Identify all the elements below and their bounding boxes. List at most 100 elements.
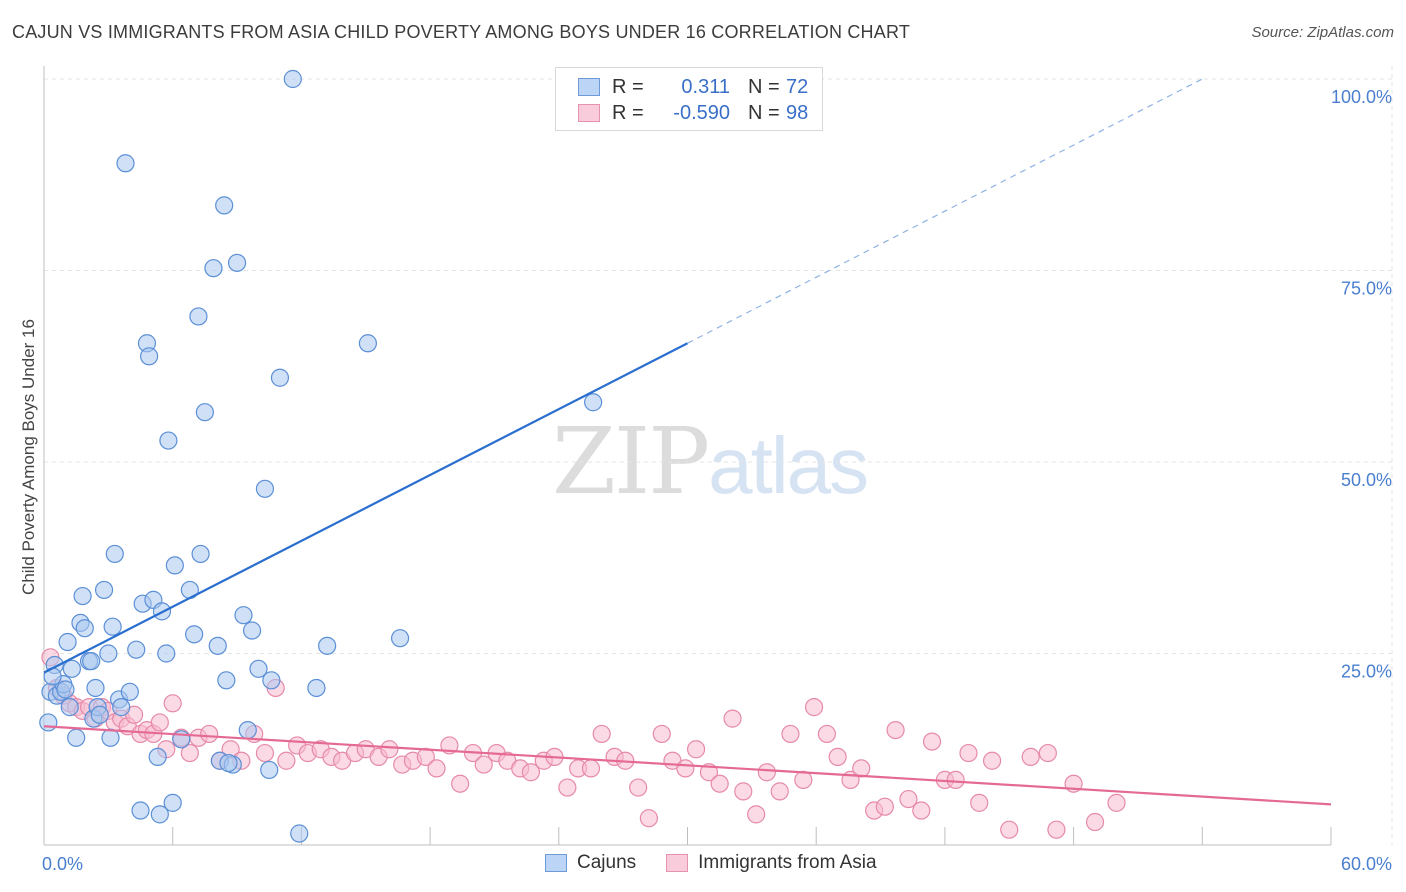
legend-label-cajuns: Cajuns (577, 852, 637, 873)
cajun-point (120, 682, 139, 701)
cajun-point (390, 629, 410, 648)
asia-point (959, 743, 978, 763)
stats-row-asia: R = -0.590 N = 98 (578, 100, 808, 126)
cajun-point (86, 678, 105, 698)
cajun-point (82, 652, 101, 671)
cajun-point (318, 636, 337, 655)
cajun-point (242, 621, 262, 640)
cajun-point (185, 625, 204, 644)
r-value: 0.311 (681, 75, 730, 98)
asia-point (794, 770, 813, 789)
cajun-point (159, 431, 178, 450)
cajun-point (101, 728, 120, 747)
asia-point (255, 743, 275, 763)
cajun-point (189, 307, 208, 326)
r-value: -0.590 (673, 101, 730, 124)
trend-line-asia (43, 725, 1332, 806)
asia-point (1107, 793, 1126, 812)
r-label: R = (612, 101, 644, 124)
cajun-point (90, 705, 109, 724)
legend-label-asia: Immigrants from Asia (698, 852, 877, 873)
watermark-atlas: atlas (708, 421, 869, 510)
asia-point (474, 755, 493, 774)
legend-swatch-asia (666, 854, 689, 872)
cajun-point (215, 196, 234, 215)
asia-point (852, 759, 871, 778)
asia-point (781, 724, 800, 744)
cajun-point (75, 619, 94, 638)
chart-title: CAJUN VS IMMIGRANTS FROM ASIA CHILD POVE… (12, 22, 911, 42)
trend-extension-cajuns (687, 78, 1203, 344)
asia-point (629, 778, 648, 797)
asia-point (770, 782, 789, 801)
y-tick-label: 25.0% (1341, 662, 1392, 682)
asia-point (639, 809, 658, 828)
stats-legend: R = 0.311 N = 72 R = -0.590 N = 98 (555, 67, 823, 131)
series-legend: Cajuns Immigrants from Asia (545, 852, 907, 874)
trend-line-cajuns (43, 342, 689, 674)
cajun-point (234, 606, 253, 625)
asia-point (723, 709, 742, 728)
asia-point (581, 759, 601, 778)
asia-point (899, 789, 918, 809)
n-value: 72 (786, 75, 809, 98)
cajun-point (204, 259, 223, 278)
asia-point (922, 732, 942, 751)
stats-row-cajuns: R = 0.311 N = 72 (578, 74, 808, 100)
asia-point (1047, 820, 1066, 839)
asia-point (676, 759, 695, 778)
asia-point (200, 724, 219, 744)
cajun-point (62, 659, 81, 678)
x-tick-label: 0.0% (42, 854, 83, 874)
source-note: Source: ZipAtlas.com (1251, 24, 1394, 41)
asia-point (757, 763, 776, 782)
asia-point (734, 782, 753, 801)
swatch-asia (578, 104, 600, 122)
swatch-cajuns (578, 78, 600, 96)
cajun-point (255, 479, 275, 498)
asia-point (451, 774, 470, 793)
legend-swatch-cajuns (545, 854, 567, 872)
x-tick-label: 60.0% (1341, 854, 1392, 874)
cajun-point (262, 671, 281, 690)
asia-point (946, 770, 965, 789)
cajun-point (58, 632, 77, 652)
cajun-point (150, 805, 169, 824)
cajun-point (195, 403, 214, 422)
cajun-point (270, 368, 290, 387)
asia-point (982, 751, 1002, 770)
n-label: N = (748, 101, 780, 124)
cajun-point (67, 728, 86, 747)
asia-point (1021, 747, 1040, 767)
asia-point (380, 740, 399, 759)
cajun-point (163, 793, 182, 812)
tick-labels: 25.0% 50.0% 75.0% 100.0% 0.0% 60.0% (42, 87, 1392, 874)
y-tick-label: 75.0% (1341, 279, 1392, 299)
cajun-point (39, 713, 58, 732)
legend-item-asia: Immigrants from Asia (666, 852, 877, 874)
cajun-point (60, 698, 79, 717)
y-tick-label: 50.0% (1341, 470, 1392, 490)
asia-point (652, 724, 671, 744)
watermark: ZIPatlas (552, 408, 869, 515)
trend-lines (43, 78, 1332, 806)
asia-point (828, 747, 847, 767)
y-axis-title: Child Poverty Among Boys Under 16 (19, 319, 38, 595)
cajun-point (307, 678, 326, 698)
asia-point (521, 763, 541, 782)
asia-point (163, 694, 182, 713)
asia-point (817, 724, 837, 744)
asia-point (1000, 820, 1019, 839)
cajun-point (116, 154, 135, 173)
cajun-point (584, 393, 603, 412)
asia-point (875, 797, 894, 816)
cajun-point (127, 640, 146, 659)
cajun-point (358, 334, 377, 353)
cajun-point (219, 753, 238, 773)
cajun-point (238, 720, 257, 740)
cajun-point (290, 824, 309, 843)
cajun-point (73, 586, 92, 606)
cajun-point (217, 671, 236, 690)
asia-point (747, 805, 766, 824)
